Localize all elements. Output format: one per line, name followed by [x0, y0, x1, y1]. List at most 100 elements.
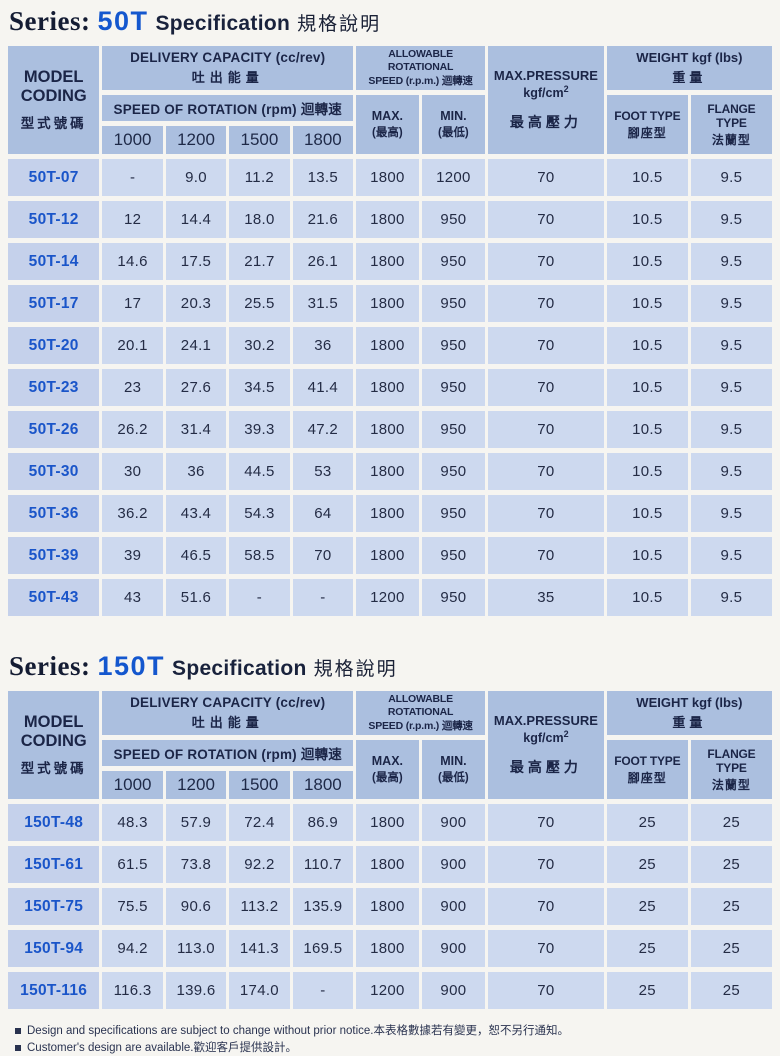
value-cell: 1800	[356, 495, 419, 532]
value-cell: 46.5	[165, 537, 227, 574]
value-cell: 900	[421, 888, 486, 925]
spec-rows-50t: 50T-07-9.0 11.2 13.5 1800 1200 70 10.5 9.5 50T-1…	[8, 159, 772, 616]
value-cell: 73.8	[165, 846, 227, 883]
value-cell: 25.5	[229, 285, 290, 322]
value-cell: 139.6	[165, 972, 227, 1009]
spec-table-50t: MODEL CODING 型式號碼 DELIVERY CAPACITY (cc/…	[5, 41, 775, 621]
value-cell: 10.5	[606, 285, 688, 322]
value-cell: -	[292, 579, 354, 616]
series-label: Series:	[9, 6, 91, 36]
delivery-capacity-header: DELIVERY CAPACITY (cc/rev) 吐出能量	[102, 46, 354, 90]
value-cell: 1800	[356, 453, 419, 490]
value-cell: 51.6	[165, 579, 227, 616]
speed-of-rotation-header: SPEED OF ROTATION (rpm) 迴轉速	[102, 740, 354, 766]
value-cell: 36	[165, 453, 227, 490]
table-row: 150T-116 116.3 139.6 174.0-1200 900 70 25 25	[8, 972, 772, 1009]
specification-cjk-label: 規格說明	[297, 14, 382, 35]
footnote-design-change: Design and specifications are subject to…	[15, 1023, 775, 1040]
value-cell: 34.5	[229, 369, 290, 406]
spec-rows-150t: 150T-48 48.3 57.9 72.4 86.9 1800 900 70 25 25 150T…	[8, 804, 772, 1009]
value-cell: 39	[102, 537, 163, 574]
value-cell: 10.5	[606, 243, 688, 280]
model-code-cell: 150T-48	[8, 804, 100, 841]
value-cell: 9.5	[690, 495, 772, 532]
value-cell: 900	[421, 972, 486, 1009]
value-cell: 10.5	[606, 327, 688, 364]
value-cell: 70	[488, 159, 604, 196]
value-cell: 1800	[356, 411, 419, 448]
value-cell: 72.4	[229, 804, 290, 841]
model-code-cell: 50T-14	[8, 243, 100, 280]
value-cell: 11.2	[229, 159, 290, 196]
weight-header: WEIGHT kgf (lbs) 重量	[606, 46, 772, 90]
model-code-cell: 50T-23	[8, 369, 100, 406]
value-cell: 92.2	[229, 846, 290, 883]
value-cell: 12	[102, 201, 163, 238]
value-cell: 25	[690, 804, 772, 841]
value-cell: 10.5	[606, 201, 688, 238]
value-cell: 1800	[356, 285, 419, 322]
value-cell: 30	[102, 453, 163, 490]
min-rpm-header: MIN. (最低)	[421, 740, 486, 799]
value-cell: 9.5	[690, 285, 772, 322]
value-cell: 47.2	[292, 411, 354, 448]
rpm-1000-header: 1000	[102, 126, 163, 154]
value-cell: 9.5	[690, 159, 772, 196]
value-cell: 116.3	[102, 972, 163, 1009]
model-coding-header: MODEL CODING 型式號碼	[8, 691, 100, 799]
value-cell: 10.5	[606, 159, 688, 196]
value-cell: 24.1	[165, 327, 227, 364]
value-cell: 1800	[356, 888, 419, 925]
specification-label: Specification	[172, 657, 307, 680]
table-row: 150T-48 48.3 57.9 72.4 86.9 1800 900 70 25 25	[8, 804, 772, 841]
model-code-cell: 50T-30	[8, 453, 100, 490]
value-cell: 9.5	[690, 537, 772, 574]
value-cell: 110.7	[292, 846, 354, 883]
foot-type-header: FOOT TYPE 腳座型	[606, 740, 688, 799]
table-header: MODEL CODING 型式號碼 DELIVERY CAPACITY (cc/…	[8, 691, 772, 799]
square-bullet-icon	[15, 1028, 21, 1035]
model-code-cell: 150T-116	[8, 972, 100, 1009]
value-cell: 1800	[356, 327, 419, 364]
rpm-1800-header: 1800	[292, 126, 354, 154]
value-cell: 900	[421, 846, 486, 883]
table-row: 50T-17 17 20.3 25.5 31.5 1800 950 70 10.5 9.5	[8, 285, 772, 322]
value-cell: 90.6	[165, 888, 227, 925]
table-row: 50T-43 43 51.6- -1200 950 35 10.5 9.5	[8, 579, 772, 616]
value-cell: 70	[488, 327, 604, 364]
value-cell: 25	[606, 888, 688, 925]
value-cell: 950	[421, 285, 486, 322]
value-cell: 75.5	[102, 888, 163, 925]
value-cell: 70	[488, 537, 604, 574]
value-cell: 53	[292, 453, 354, 490]
footnote-customer-design: Customer's design are available.歡迎客戶提供設計…	[15, 1040, 775, 1056]
delivery-capacity-header: DELIVERY CAPACITY (cc/rev) 吐出能量	[102, 691, 354, 735]
value-cell: 1800	[356, 201, 419, 238]
value-cell: 1200	[356, 972, 419, 1009]
table-row: 50T-12 12 14.4 18.0 21.6 1800 950 70 10.5 9.5	[8, 201, 772, 238]
value-cell: 1800	[356, 804, 419, 841]
value-cell: 21.6	[292, 201, 354, 238]
value-cell: 25	[690, 846, 772, 883]
value-cell: -	[102, 159, 163, 196]
value-cell: -	[229, 579, 290, 616]
table-row: 50T-07-9.0 11.2 13.5 1800 1200 70 10.5 9.5	[8, 159, 772, 196]
value-cell: 18.0	[229, 201, 290, 238]
series-code-150t: 150T	[97, 651, 166, 681]
rpm-1500-header: 1500	[229, 771, 290, 799]
allowable-speed-header: ALLOWABLE ROTATIONAL SPEED (r.p.m.) 迴轉速	[356, 691, 486, 735]
section-150t: Series: 150T Specification 規格說明 MODEL CO…	[5, 651, 775, 1014]
value-cell: 1800	[356, 243, 419, 280]
value-cell: 20.1	[102, 327, 163, 364]
table-row: 50T-20 20.1 24.1 30.2 36 1800 950 70 10.5 9.5	[8, 327, 772, 364]
value-cell: 70	[488, 888, 604, 925]
rpm-1800-header: 1800	[292, 771, 354, 799]
series-label: Series:	[9, 651, 91, 681]
value-cell: 1800	[356, 930, 419, 967]
model-code-cell: 50T-39	[8, 537, 100, 574]
value-cell: 70	[488, 243, 604, 280]
value-cell: 26.1	[292, 243, 354, 280]
value-cell: 174.0	[229, 972, 290, 1009]
value-cell: 9.5	[690, 369, 772, 406]
